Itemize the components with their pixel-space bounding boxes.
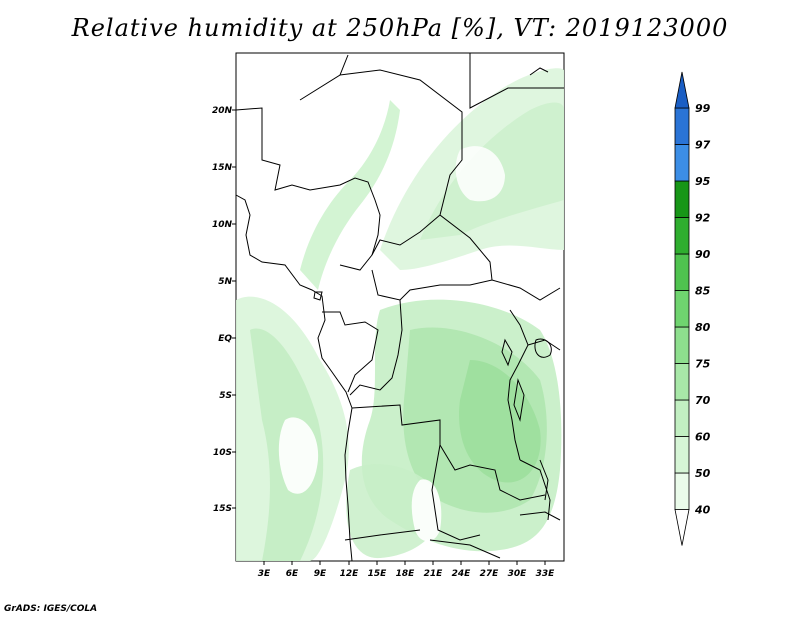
- lon-label-6e: 6E: [286, 569, 299, 579]
- colorbar-label: 80: [695, 321, 711, 334]
- lat-label-10s: 10S: [213, 448, 232, 458]
- lat-label-15s: 15S: [213, 504, 232, 514]
- colorbar-segment: [674, 436, 690, 474]
- lon-label-24e: 24E: [452, 569, 472, 579]
- colorbar-segment: [674, 290, 690, 328]
- lat-label-5s: 5S: [219, 391, 232, 401]
- colorbar-label: 60: [695, 431, 711, 444]
- lat-label-15n: 15N: [212, 163, 233, 173]
- colorbar-label: 40: [694, 504, 711, 517]
- humidity-shading: [236, 68, 564, 561]
- lon-label-18e: 18E: [396, 569, 416, 579]
- country-borders: [235, 53, 564, 562]
- colorbar-label: 90: [695, 248, 711, 261]
- lon-label-9e: 9E: [314, 569, 327, 579]
- colorbar-segment: [674, 326, 690, 364]
- colorbar-segment: [674, 144, 690, 182]
- colorbar-min-arrow: [674, 509, 690, 546]
- longitude-axis: 3E 6E 9E 12E 15E 18E 21E 24E 27E 30E 33E: [258, 569, 555, 579]
- grads-credit: GrADS: IGES/COLA: [4, 604, 98, 614]
- colorbar-segment: [674, 180, 690, 218]
- colorbar-label: 75: [695, 358, 711, 371]
- map-panel: [232, 52, 565, 565]
- colorbar-segment: [674, 472, 690, 510]
- lat-label-20n: 20N: [212, 106, 233, 116]
- lon-label-12e: 12E: [340, 569, 360, 579]
- colorbar-segment: [674, 217, 690, 255]
- latitude-axis: 20N 15N 10N 5N EQ 5S 10S 15S: [212, 106, 233, 514]
- colorbar-label: 70: [695, 394, 711, 407]
- colorbar-label: 97: [695, 139, 711, 152]
- colorbar-label: 92: [695, 212, 711, 225]
- lon-label-15e: 15E: [368, 569, 388, 579]
- colorbar-max-arrow: [674, 71, 690, 109]
- lon-label-21e: 21E: [424, 569, 444, 579]
- colorbar-label: 85: [695, 285, 711, 298]
- colorbar-segment: [674, 253, 690, 291]
- colorbar-segment: [674, 399, 690, 437]
- map-title: Relative humidity at 250hPa [%], VT: 201…: [71, 14, 729, 42]
- lat-label-eq: EQ: [218, 334, 232, 344]
- colorbar-label: 99: [695, 102, 711, 115]
- lat-label-5n: 5N: [218, 277, 232, 287]
- axis-ticks: [232, 109, 546, 565]
- colorbar-segment: [674, 107, 690, 145]
- lon-label-27e: 27E: [480, 569, 500, 579]
- lon-label-33e: 33E: [536, 569, 556, 579]
- lat-label-10n: 10N: [212, 220, 233, 230]
- lon-label-30e: 30E: [508, 569, 528, 579]
- lon-label-3e: 3E: [258, 569, 271, 579]
- colorbar-label: 50: [695, 467, 711, 480]
- colorbar: 40 50 60 70 75 80 85 90 92 95 97 99: [674, 71, 711, 546]
- colorbar-segment: [674, 363, 690, 401]
- colorbar-label: 95: [695, 175, 711, 188]
